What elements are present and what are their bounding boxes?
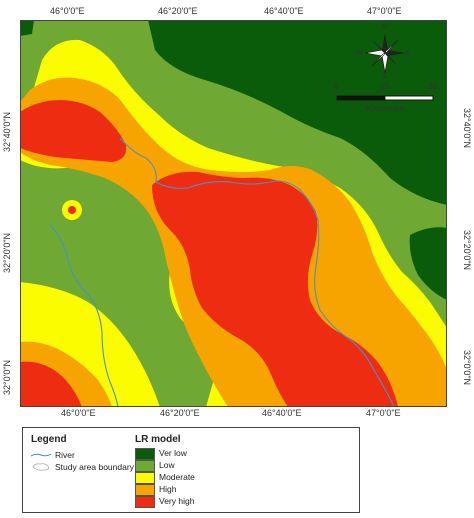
zone-ver-low-northeast [148,20,447,205]
coord-right-32-40: 32°40'0"N [462,108,472,149]
coord-right-32-00: 32°0'0"N [462,350,472,386]
river-branch-west [49,224,119,407]
legend-box: Legend River Study area boundary LR mode… [22,427,360,513]
scale-unit: Kilometers [366,104,404,113]
coord-left-32-20: 32°20'0"N [2,232,12,273]
compass-n-label: N [382,24,388,31]
river-line [119,137,395,407]
zone-low-west [20,160,220,407]
swatch-very-high [135,496,155,508]
compass-e-label: E [406,50,411,57]
zone-ver-low-east [409,227,447,300]
coord-left-32-00: 32°0'0"N [2,359,12,395]
scale-bar [336,95,434,101]
coord-bottom-47-00: 47°0'0"E [366,408,401,418]
zone-ver-low-corner [20,20,34,36]
legend-class-low: Low [159,460,175,470]
legend-boundary-label: Study area boundary [55,462,134,472]
coord-bottom-46-20: 46°20'0"E [160,408,200,418]
zone-very-high-northwest [20,100,127,162]
coord-left-32-40: 32°40'0"N [2,111,12,152]
coord-top-47-00: 47°0'0"E [367,6,402,16]
compass-s-label: S [382,73,387,80]
compass-w-label: W [356,50,363,57]
swatch-high [135,484,155,496]
zone-low-spot [68,206,76,214]
legend-title: Legend [31,434,67,445]
compass-rose-icon [364,33,405,74]
swatch-low [135,460,155,472]
river-symbol-icon [31,453,51,457]
coord-top-46-20: 46°20'0"E [158,6,198,16]
coord-right-32-20: 32°20'0"N [462,230,472,271]
coord-bottom-46-40: 46°40'0"E [262,408,302,418]
zone-very-high-center [152,171,398,407]
legend-river-label: River [55,450,75,460]
coord-bottom-46-00: 46°0'0"E [61,408,96,418]
scale-tick-15: 15 [380,82,389,91]
scale-tick-30: 30 [428,82,437,91]
risk-map [20,20,447,407]
swatch-moderate [135,472,155,484]
legend-class-ver-low: Ver low [159,448,187,458]
legend-class-moderate: Moderate [159,472,195,482]
legend-model-title: LR model [135,434,181,445]
boundary-symbol-icon [32,463,49,471]
legend-class-very-high: Very high [159,496,195,506]
coord-top-46-40: 46°40'0"E [264,6,304,16]
legend-class-high: High [159,484,177,494]
zone-very-high-southwest [20,361,82,407]
scale-tick-0: 0 [334,82,339,91]
swatch-ver-low [135,448,155,460]
coord-top-46-00: 46°0'0"E [50,6,85,16]
